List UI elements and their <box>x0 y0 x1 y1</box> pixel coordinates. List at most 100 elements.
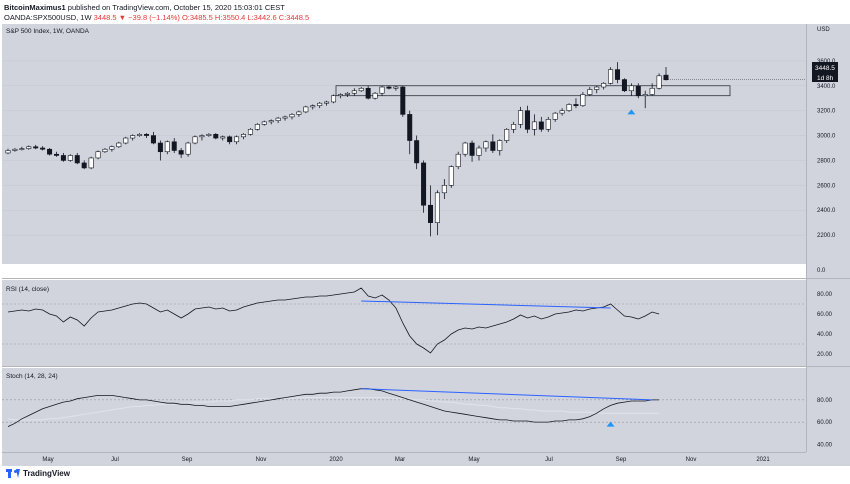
candle-body <box>192 136 198 144</box>
candle-body <box>5 150 11 154</box>
time-axis-label: May <box>42 457 53 463</box>
price-tick-label: 2800.0 <box>817 158 836 164</box>
candle-body <box>635 85 641 97</box>
candle-body <box>407 114 413 141</box>
candle-body <box>490 141 496 151</box>
time-axis-label: Sep <box>182 457 193 463</box>
candle-body <box>594 86 600 90</box>
candle-body <box>531 121 537 130</box>
candle-body <box>289 114 295 118</box>
ohlc-values: O:3485.5 H:3550.4 L:3442.6 C:3448.5 <box>181 13 310 22</box>
candle-body <box>95 151 101 159</box>
candle-body <box>247 129 253 135</box>
stoch-up-arrow-marker <box>606 421 615 427</box>
candle-body <box>351 90 357 94</box>
candle-body <box>483 141 489 149</box>
candle-body <box>663 74 669 81</box>
candle-body <box>53 153 59 156</box>
candle-body <box>497 140 503 151</box>
last-price-tag <box>812 62 838 72</box>
time-axis-label: Sep <box>616 457 627 463</box>
candle-body <box>102 148 108 153</box>
stoch-pane[interactable] <box>2 368 806 452</box>
candle-body <box>275 117 281 121</box>
price-axis[interactable] <box>806 24 850 452</box>
candle-body <box>130 135 136 139</box>
stoch-tick-label: 60.00 <box>817 420 833 426</box>
candle-body <box>310 105 316 108</box>
candle-body <box>234 136 240 143</box>
candle-body <box>587 89 593 95</box>
candle-body <box>608 69 614 84</box>
candle-body <box>74 155 80 164</box>
tradingview-logo[interactable]: TradingView <box>6 469 70 478</box>
candle-body <box>206 134 212 136</box>
stoch-k-line <box>7 388 660 427</box>
price-tick-label: 3000.0 <box>817 134 836 140</box>
rsi-tick-label: 20.00 <box>817 352 833 358</box>
candle-body <box>254 124 260 130</box>
candle-body <box>469 142 475 156</box>
up-arrow-marker <box>627 109 636 115</box>
symbol-label[interactable]: OANDA:SPX500USD, 1W <box>4 13 92 22</box>
stoch-d-line <box>7 397 660 421</box>
candle-body <box>538 121 544 130</box>
candle-body <box>441 185 447 194</box>
candle-body <box>213 134 219 139</box>
rsi-tick-label: 60.00 <box>817 312 833 318</box>
time-axis[interactable] <box>2 452 850 466</box>
candle-body <box>157 142 163 153</box>
time-axis-label: 2021 <box>756 457 770 463</box>
candle-body <box>144 134 150 136</box>
candle-body <box>421 162 427 206</box>
candle-body <box>344 92 350 95</box>
candle-body <box>580 94 586 106</box>
published-text: published on TradingView.com, October 15… <box>67 3 285 12</box>
tradingview-icon <box>6 469 20 478</box>
candle-body <box>116 142 122 148</box>
candle-body <box>448 166 454 186</box>
price-tick-label: 0.0 <box>817 268 826 274</box>
time-axis-label: Nov <box>686 457 697 463</box>
price-tick-label: 2400.0 <box>817 208 836 214</box>
candle-body <box>185 142 191 155</box>
countdown-tag <box>812 72 838 82</box>
candle-body <box>220 136 226 139</box>
candle-body <box>649 87 655 95</box>
candle-body <box>365 87 371 99</box>
candle-body <box>358 87 364 92</box>
candle-body <box>559 110 565 114</box>
candle-body <box>379 86 385 94</box>
candle-body <box>621 79 627 92</box>
publisher-name[interactable]: BitcoinMaximus1 <box>4 3 66 12</box>
rsi-tick-label: 80.00 <box>817 292 833 298</box>
candle-body <box>434 192 440 223</box>
candle-body <box>545 119 551 130</box>
candle-body <box>40 147 46 150</box>
candle-body <box>150 135 156 144</box>
candle-body <box>67 155 73 161</box>
resistance-zone <box>335 85 731 97</box>
candle-body <box>47 148 53 155</box>
publish-header: BitcoinMaximus1 published on TradingView… <box>4 3 285 12</box>
price-pane[interactable] <box>2 24 806 264</box>
candle-body <box>642 94 648 97</box>
time-axis-label: Jul <box>111 457 119 463</box>
candle-body <box>123 137 129 144</box>
price-change: 3448.5 ▼ −39.8 (−1.14%) <box>93 13 180 22</box>
candle-body <box>261 121 267 125</box>
price-tick-label: 2600.0 <box>817 183 836 189</box>
price-tick-label: 2200.0 <box>817 233 836 239</box>
candle-body <box>227 136 233 143</box>
rsi-pane-title: RSI (14, close) <box>6 286 49 293</box>
rsi-pane[interactable] <box>2 280 806 366</box>
price-pane-title: S&P 500 Index, 1W, OANDA <box>6 28 90 35</box>
rsi-tick-label: 40.00 <box>817 332 833 338</box>
candle-body <box>109 146 115 150</box>
candle-body <box>573 104 579 106</box>
candle-body <box>337 94 343 97</box>
candle-body <box>296 111 302 115</box>
candle-body <box>462 142 468 155</box>
price-tick-label: 3600.0 <box>817 59 836 65</box>
